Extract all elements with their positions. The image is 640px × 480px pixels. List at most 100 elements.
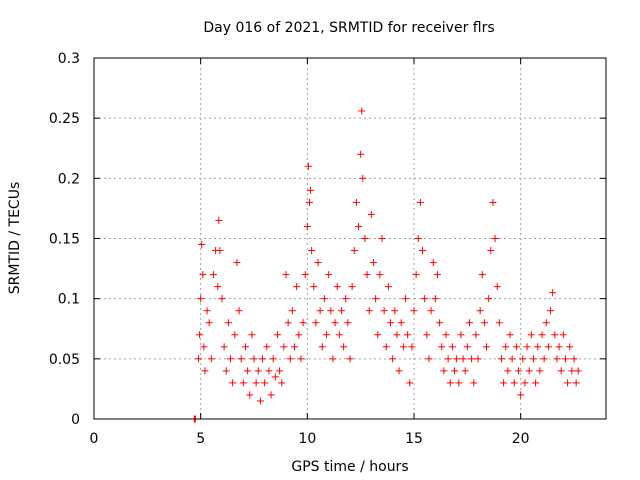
data-point-35	[254, 367, 262, 375]
data-point-40	[265, 367, 273, 375]
data-point-176	[549, 289, 557, 297]
data-point-21	[224, 319, 232, 327]
data-point-78	[342, 295, 350, 303]
data-point-151	[495, 319, 503, 327]
data-point-141	[474, 355, 482, 363]
data-point-100	[387, 319, 395, 327]
data-point-108	[404, 331, 412, 339]
data-point-172	[540, 355, 548, 363]
data-point-46	[278, 379, 286, 387]
data-point-57	[301, 271, 309, 279]
data-point-139	[470, 379, 478, 387]
data-point-174	[544, 343, 552, 351]
data-point-90	[365, 307, 373, 315]
data-point-99	[384, 283, 392, 291]
y-tick-label-2: 0.1	[58, 292, 80, 308]
data-point-149	[491, 235, 499, 242]
data-point-91	[367, 210, 375, 218]
data-point-88	[361, 235, 369, 242]
data-point-69	[323, 331, 331, 339]
data-point-89	[363, 271, 371, 279]
data-point-159	[512, 343, 520, 351]
data-point-126	[442, 331, 450, 339]
y-tick-label-5: 0.25	[49, 111, 80, 127]
data-point-8	[200, 343, 208, 351]
data-point-32	[248, 331, 256, 339]
data-point-125	[440, 367, 448, 375]
data-point-153	[500, 379, 508, 387]
data-point-148	[489, 198, 497, 206]
data-point-50	[286, 355, 294, 363]
data-point-16	[215, 216, 223, 224]
data-point-92	[369, 259, 377, 267]
data-point-115	[419, 247, 427, 255]
data-point-20	[222, 367, 230, 375]
data-point-13	[209, 271, 217, 279]
data-point-131	[453, 355, 461, 363]
data-point-80	[346, 355, 354, 363]
data-point-104	[395, 367, 403, 375]
data-point-101	[389, 355, 397, 363]
data-point-98	[382, 343, 390, 351]
data-point-28	[239, 379, 247, 387]
data-point-79	[344, 319, 352, 327]
data-point-9	[201, 367, 209, 375]
data-point-29	[241, 343, 249, 351]
data-point-19	[220, 343, 228, 351]
data-point-44	[273, 331, 281, 339]
data-point-128	[446, 379, 454, 387]
data-point-68	[320, 295, 328, 303]
data-point-33	[250, 355, 258, 363]
data-point-173	[542, 319, 550, 327]
data-point-73	[331, 319, 339, 327]
data-point-123	[436, 319, 444, 327]
data-point-143	[478, 271, 486, 279]
data-point-71	[327, 307, 335, 315]
data-point-41	[267, 391, 275, 399]
data-point-156	[506, 331, 514, 339]
data-point-51	[288, 307, 296, 315]
data-point-38	[261, 379, 269, 387]
data-point-103	[393, 331, 401, 339]
data-point-109	[406, 379, 414, 387]
data-point-85	[357, 150, 365, 158]
data-point-168	[532, 379, 540, 387]
data-point-122	[433, 271, 441, 279]
data-point-188	[574, 367, 582, 375]
data-point-150	[493, 283, 501, 291]
y-tick-label-0: 0	[71, 412, 80, 428]
data-point-129	[448, 343, 456, 351]
data-point-94	[374, 331, 382, 339]
data-point-17	[216, 247, 224, 255]
data-point-12	[207, 355, 215, 363]
data-point-39	[263, 343, 271, 351]
data-point-177	[551, 331, 559, 339]
data-point-183	[564, 379, 572, 387]
data-point-179	[555, 343, 563, 351]
x-tick-label-4: 20	[512, 431, 530, 447]
data-point-184	[566, 343, 574, 351]
data-point-37	[259, 355, 267, 363]
data-point-60	[305, 198, 313, 206]
data-point-43	[271, 373, 279, 381]
data-point-70	[325, 271, 333, 279]
data-point-137	[465, 319, 473, 327]
data-point-140	[472, 331, 480, 339]
data-point-163	[521, 379, 529, 387]
data-point-22	[227, 355, 235, 363]
data-point-135	[461, 367, 469, 375]
data-point-66	[316, 307, 324, 315]
data-point-158	[510, 379, 518, 387]
data-point-106	[399, 343, 407, 351]
data-point-81	[348, 283, 356, 291]
data-point-56	[299, 319, 307, 327]
data-point-86	[358, 107, 366, 115]
data-point-145	[483, 343, 491, 351]
data-point-161	[517, 391, 525, 399]
data-point-48	[282, 271, 290, 279]
data-point-142	[476, 307, 484, 315]
data-point-18	[218, 295, 226, 303]
x-axis-label: GPS time / hours	[291, 459, 408, 475]
data-point-127	[444, 355, 452, 363]
